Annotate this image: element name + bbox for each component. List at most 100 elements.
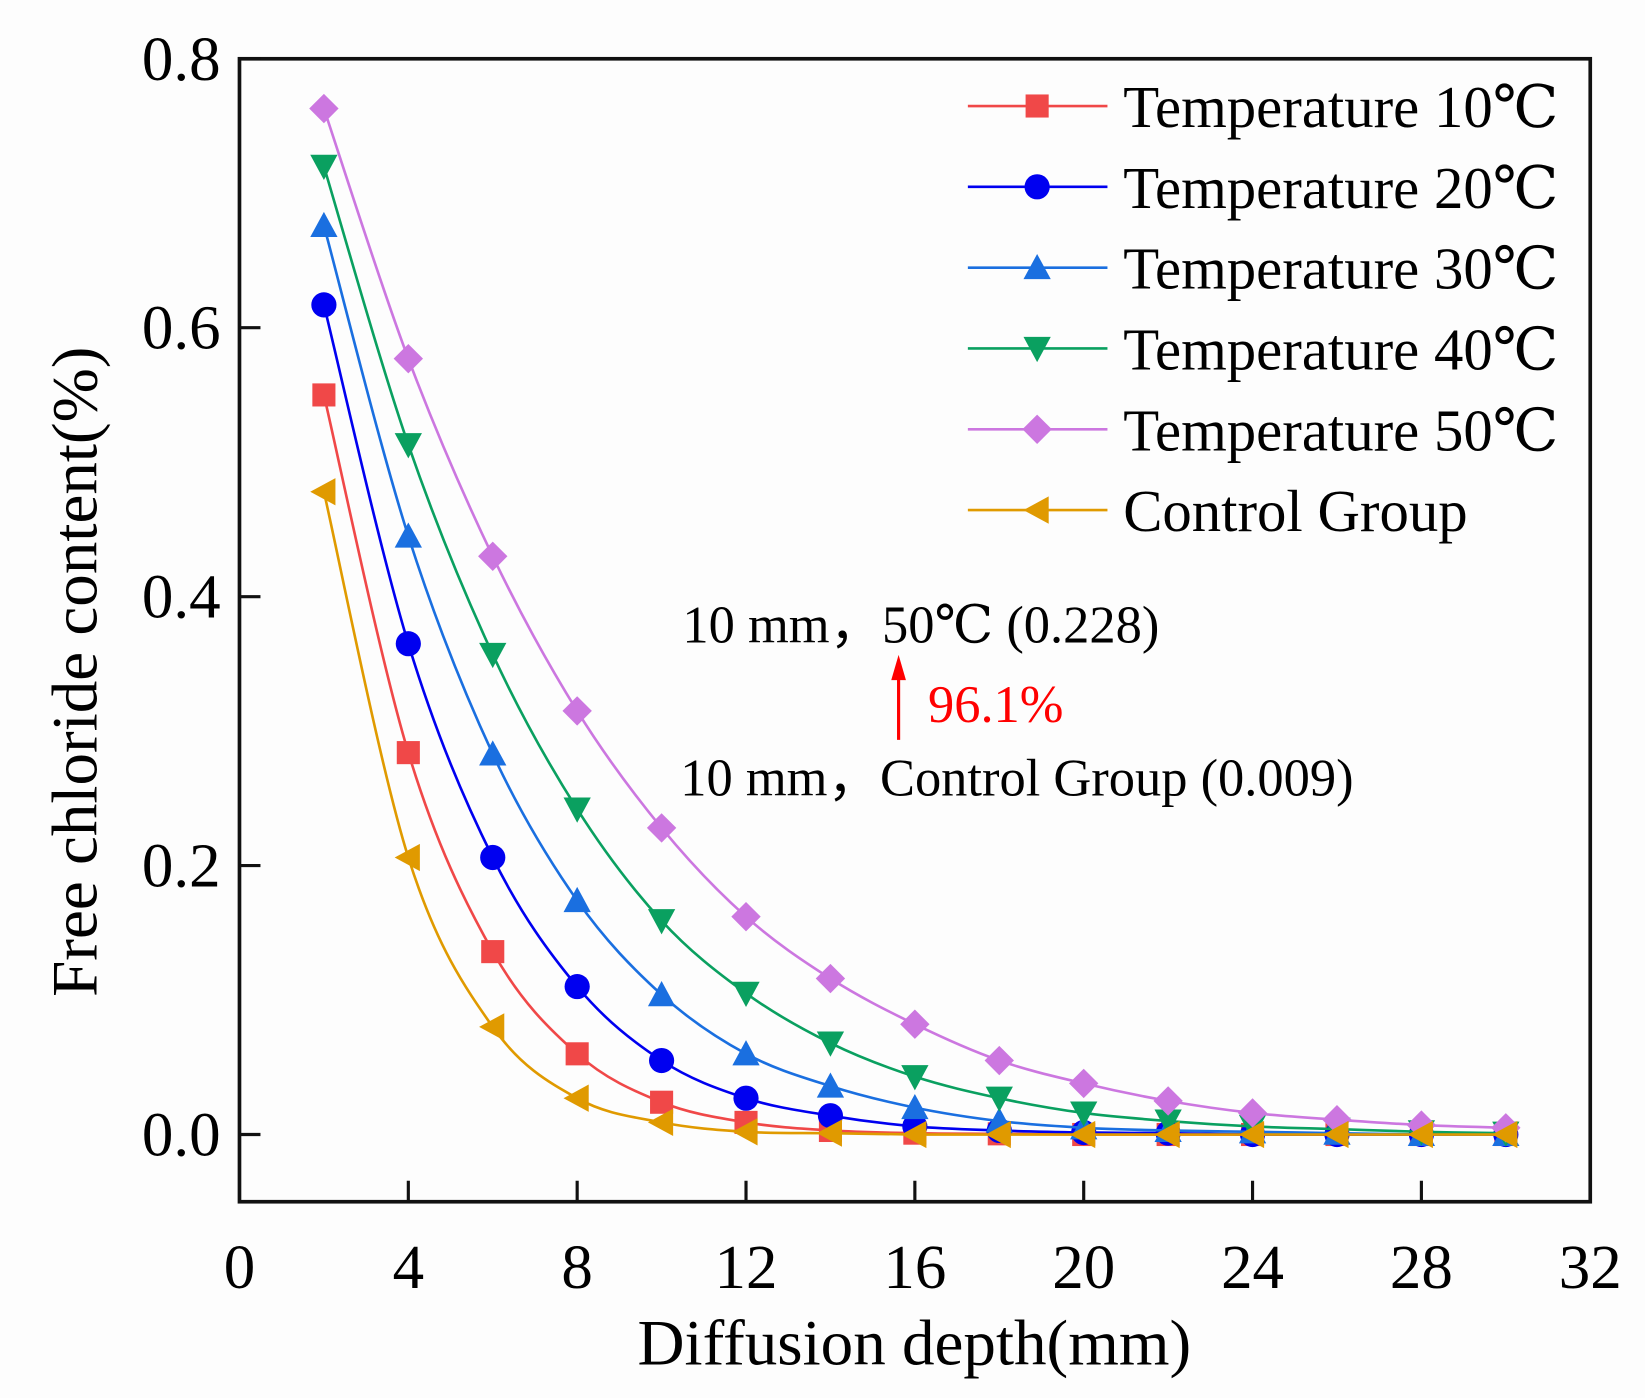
triangle-down-marker (732, 981, 760, 1007)
x-tick-label: 32 (1559, 1232, 1622, 1302)
diamond-marker (1153, 1086, 1183, 1116)
diamond-marker (562, 696, 592, 726)
triangle-left-marker (394, 843, 420, 872)
diamond-marker (1069, 1068, 1099, 1099)
triangle-left-marker (647, 1108, 674, 1137)
triangle-left-marker (1407, 1120, 1433, 1149)
annotation-increase: 96.1% (928, 676, 1064, 734)
x-tick-label: 12 (715, 1232, 778, 1302)
triangle-down-marker (563, 797, 591, 823)
legend-entry: Temperature 30℃ (967, 237, 1558, 302)
circle-marker (395, 631, 421, 657)
square-marker (481, 940, 505, 964)
triangle-down-marker (901, 1065, 929, 1091)
triangle-up-marker (647, 981, 676, 1007)
legend-entry: Temperature 40℃ (967, 317, 1558, 382)
diamond-marker (731, 901, 761, 932)
diamond-marker (393, 343, 424, 374)
x-tick-label: 0 (224, 1232, 255, 1302)
x-tick-label: 20 (1052, 1232, 1115, 1302)
triangle-down-marker (816, 1031, 845, 1057)
square-marker (1025, 94, 1049, 118)
triangle-left-marker (563, 1084, 589, 1112)
triangle-left-marker (1070, 1120, 1096, 1149)
triangle-down-marker (394, 433, 422, 459)
square-marker (565, 1042, 589, 1066)
diamond-marker (984, 1045, 1014, 1076)
circle-marker (733, 1085, 759, 1111)
triangle-left-marker (310, 478, 336, 506)
circle-marker (648, 1047, 675, 1074)
y-tick-label: 0.2 (142, 831, 221, 901)
triangle-down-marker (985, 1086, 1013, 1112)
triangle-up-marker (732, 1040, 760, 1066)
diamond-marker (646, 813, 677, 843)
y-tick-label: 0.4 (142, 562, 221, 632)
triangle-left-marker (901, 1120, 927, 1149)
y-tick-label: 0.0 (142, 1099, 221, 1169)
y-tick-label: 0.8 (142, 24, 221, 94)
triangle-left-marker (985, 1120, 1011, 1149)
x-axis-title: Diffusion depth(mm) (638, 1307, 1192, 1379)
square-marker (650, 1090, 674, 1114)
triangle-down-marker (1154, 1109, 1182, 1135)
x-tick-label: 24 (1221, 1232, 1284, 1302)
triangle-up-marker (394, 522, 422, 548)
diamond-marker (900, 1009, 930, 1039)
square-marker (312, 383, 336, 407)
annotation-top: 10 mm，50℃ (0.228) (682, 596, 1159, 654)
circle-marker (817, 1103, 844, 1129)
triangle-down-marker (479, 642, 507, 669)
annotation: 10 mm，50℃ (0.228) 96.1% 10 mm，Control Gr… (680, 596, 1353, 807)
legend-label: Temperature 10℃ (1123, 75, 1558, 140)
diamond-marker (815, 963, 846, 994)
legend-label: Temperature 40℃ (1123, 317, 1558, 382)
triangle-up-marker (563, 886, 591, 913)
legend-entry: Temperature 50℃ (967, 398, 1558, 463)
triangle-left-marker (1023, 496, 1049, 524)
triangle-up-marker (479, 740, 507, 766)
triangle-down-marker (1023, 336, 1051, 363)
annotation-bottom: 10 mm，Control Group (0.009) (680, 750, 1353, 808)
x-tick-label: 4 (393, 1232, 424, 1302)
triangle-left-marker (1323, 1120, 1349, 1149)
legend-label: Temperature 50℃ (1123, 398, 1558, 463)
x-tick-label: 8 (561, 1232, 592, 1302)
series-control-group (310, 478, 1518, 1149)
circle-marker (1024, 174, 1050, 200)
legend: Temperature 10℃ Temperature 20℃ Temperatur… (967, 75, 1558, 544)
series-group (309, 93, 1521, 1149)
triangle-left-marker (816, 1119, 842, 1147)
y-tick-label: 0.6 (142, 293, 221, 363)
diamond-marker (1022, 414, 1052, 444)
diamond-marker (478, 541, 508, 571)
legend-entry: Temperature 20℃ (967, 156, 1558, 221)
triangle-left-marker (732, 1118, 758, 1146)
triangle-left-marker (1238, 1120, 1265, 1149)
triangle-down-marker (1070, 1101, 1098, 1127)
triangle-left-marker (479, 1013, 505, 1041)
circle-marker (311, 292, 337, 318)
x-tick-label: 28 (1390, 1232, 1453, 1302)
triangle-left-marker (1154, 1120, 1180, 1149)
triangle-up-marker (901, 1093, 929, 1120)
circle-marker (480, 844, 506, 871)
triangle-down-marker (647, 909, 676, 935)
legend-entry: Control Group (967, 479, 1468, 544)
triangle-up-marker (816, 1072, 845, 1098)
triangle-left-marker (1492, 1120, 1518, 1149)
triangle-down-marker (310, 154, 338, 180)
legend-label: Temperature 30℃ (1123, 237, 1558, 302)
square-marker (396, 741, 420, 765)
legend-label: Temperature 20℃ (1123, 156, 1558, 221)
axis-ticks: 0 4 8 12 16 20 24 28 32 0.0 0.2 0.4 0.6 0.8 (142, 24, 1622, 1302)
legend-entry: Temperature 10℃ (967, 75, 1558, 140)
increase-arrow-head (891, 654, 906, 681)
triangle-up-marker (1023, 253, 1051, 280)
y-axis-title: Free chloride content(%) (40, 347, 112, 997)
x-tick-label: 16 (883, 1232, 946, 1302)
legend-label: Control Group (1123, 479, 1467, 544)
circle-marker (564, 973, 590, 1000)
series-line (322, 491, 1506, 1136)
